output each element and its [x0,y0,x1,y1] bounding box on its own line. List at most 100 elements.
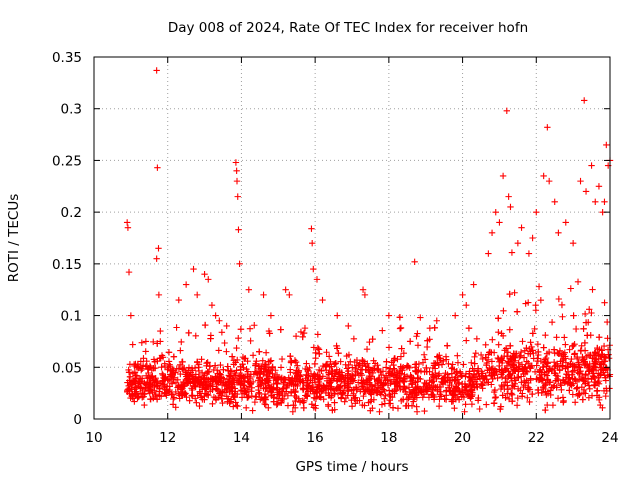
data-point [502,375,509,382]
data-point [523,368,531,376]
data-point [341,398,348,405]
data-point [433,317,440,324]
data-point [405,384,413,391]
data-point [583,361,590,368]
data-point [476,405,483,413]
data-point [455,387,463,394]
data-point [503,365,511,372]
data-point [205,392,212,399]
data-point [300,397,308,405]
data-point [193,399,200,406]
data-point [352,384,360,391]
data-point [601,198,608,205]
data-point [252,362,259,369]
data-point [525,360,532,367]
data-point [552,370,559,377]
data-point [537,375,545,382]
data-point [150,338,157,346]
data-point [571,363,579,370]
x-tick-label: 14 [233,430,250,446]
data-point [544,401,551,409]
data-point [395,367,403,375]
y-tick-label: 0.2 [61,205,82,221]
data-point [419,394,426,401]
data-point [586,385,593,393]
data-point [335,349,342,357]
data-point [462,383,469,391]
data-point [361,360,368,367]
data-point [231,390,238,397]
data-point [149,388,156,396]
data-point [569,368,576,375]
data-point [557,380,564,388]
data-point [204,368,211,376]
data-point [323,377,331,385]
data-point [409,381,416,388]
data-point [316,382,323,389]
data-point [556,347,564,355]
data-point [474,397,482,404]
data-point [540,344,547,351]
data-point [165,349,173,356]
data-point [217,377,224,385]
data-point [265,404,272,412]
data-point [325,371,333,378]
data-point [556,367,563,374]
data-point [220,366,227,373]
data-point [396,325,404,332]
data-point [233,344,240,352]
data-point [232,159,240,166]
data-point [460,361,467,368]
data-point [312,349,319,357]
data-point [309,386,316,393]
data-point [200,382,207,389]
data-point [363,346,371,353]
x-tick-label: 22 [528,430,545,446]
data-point [451,377,458,385]
data-point [192,332,199,339]
data-point [445,360,452,368]
data-point [380,380,388,387]
data-point [559,313,566,320]
data-point [469,391,476,399]
data-point [586,368,593,375]
data-point [434,387,441,395]
x-axis-ticks: 10 12 14 16 18 20 22 24 [85,57,619,446]
data-point [377,368,384,376]
data-point [262,385,270,392]
data-point [245,286,252,293]
data-point [558,301,566,309]
data-point [597,370,604,378]
data-point [251,398,259,406]
data-point [553,334,560,341]
data-point [596,372,604,379]
data-point [509,381,516,389]
data-point [463,302,470,309]
data-point [461,380,469,388]
data-point [572,325,580,333]
data-point [545,368,552,375]
data-point [323,349,330,356]
data-point [236,260,243,268]
data-point [260,291,267,299]
data-point [437,392,445,400]
data-point [182,377,190,384]
data-point [536,368,543,375]
data-point [156,385,163,392]
data-point [168,390,175,398]
data-point [348,397,355,404]
data-point [593,392,601,399]
data-point [492,208,499,216]
data-point [529,347,536,354]
data-point [284,402,292,409]
data-point [267,357,275,364]
data-point [277,326,284,333]
data-point [526,398,533,406]
data-point [178,338,185,346]
data-point [359,401,366,409]
data-point [129,395,137,402]
data-point [517,373,525,380]
data-point [571,340,578,348]
data-point [302,392,309,399]
data-point [386,372,394,379]
